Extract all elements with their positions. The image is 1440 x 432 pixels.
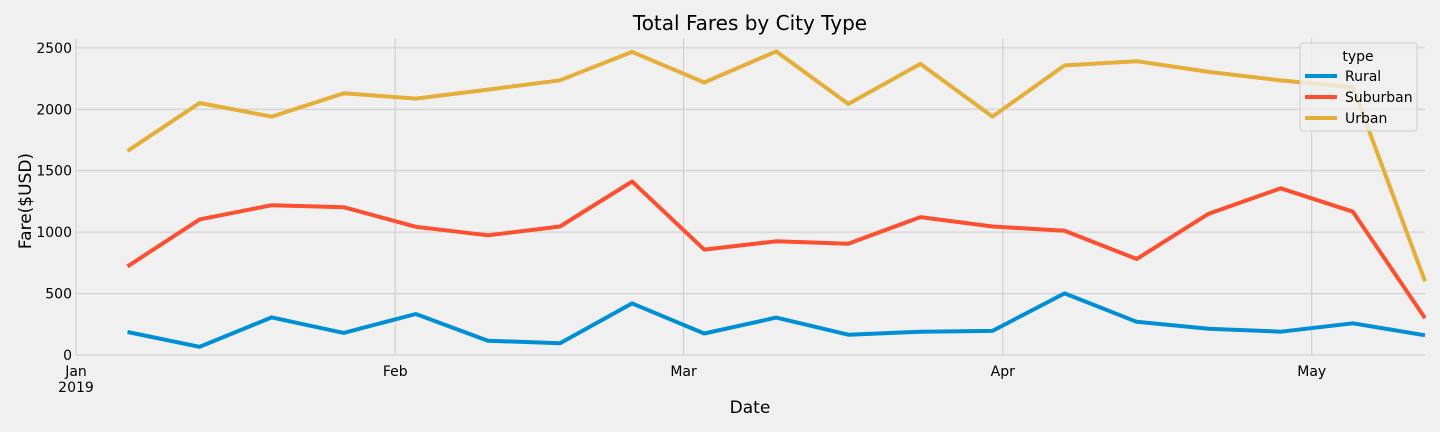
chart-title: Total Fares by City Type: [632, 11, 867, 35]
x-axis-label: Date: [730, 398, 771, 418]
legend: type Rural Suburban Urban: [1299, 42, 1418, 132]
x-tick-label: Jan: [64, 364, 87, 380]
x-tick-sublabel: 2019: [58, 380, 94, 396]
x-tick-label: Feb: [383, 364, 408, 380]
legend-label-rural: Rural: [1345, 69, 1381, 85]
y-tick-label: 1500: [36, 164, 72, 180]
legend-entries: Rural Suburban Urban: [1305, 69, 1413, 127]
x-tick-label: Mar: [670, 364, 697, 380]
y-tick-label: 0: [63, 348, 72, 364]
series-line-rural: [127, 291, 1426, 349]
series-lines: [126, 49, 1427, 349]
legend-box: [1299, 42, 1418, 132]
y-tick-label: 1000: [36, 225, 72, 241]
x-tick-label: Apr: [991, 364, 1015, 380]
legend-label-urban: Urban: [1345, 111, 1387, 127]
y-axis-label: Fare($USD): [16, 153, 36, 249]
y-tick-label: 2500: [36, 41, 72, 57]
series-line-suburban: [126, 179, 1427, 320]
y-tick-label: 500: [45, 287, 72, 303]
x-tick-label: May: [1297, 364, 1326, 380]
y-axis-ticks: 0 500 1000 1500 2000 2500: [36, 41, 72, 364]
legend-title: type: [1342, 49, 1373, 65]
series-line-urban: [126, 49, 1427, 282]
y-tick-label: 2000: [36, 102, 72, 118]
legend-label-suburban: Suburban: [1345, 90, 1413, 106]
